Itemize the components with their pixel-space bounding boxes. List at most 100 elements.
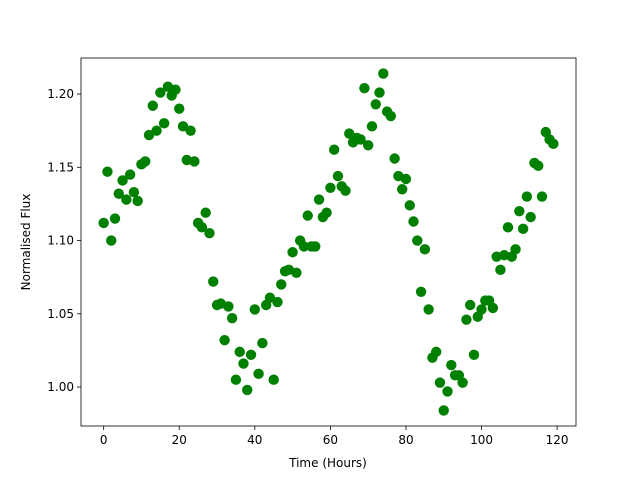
data-point (536, 191, 548, 202)
data-point (223, 301, 234, 312)
data-point (257, 337, 268, 349)
data-point (302, 210, 313, 221)
data-point (268, 374, 279, 385)
data-point (464, 299, 476, 311)
data-point (242, 384, 253, 396)
data-point (106, 235, 117, 246)
data-point (249, 304, 261, 315)
data-point (412, 235, 423, 246)
data-point (185, 125, 196, 136)
data-point (374, 87, 385, 98)
x-tick-label: 0 (100, 433, 108, 447)
data-point (325, 182, 336, 193)
data-point (514, 206, 525, 217)
data-point (102, 166, 113, 177)
data-point (124, 169, 136, 180)
data-point (487, 302, 499, 314)
data-point (298, 241, 310, 252)
data-point (155, 87, 166, 98)
data-point (340, 185, 351, 196)
data-point (408, 216, 419, 227)
data-point (366, 121, 378, 132)
data-point (434, 377, 446, 388)
x-axis-label: Time (Hours) (288, 456, 367, 470)
data-point (468, 349, 480, 361)
x-tick-label: 100 (470, 433, 493, 447)
y-tick-label: 1.05 (47, 307, 74, 321)
data-point (238, 358, 249, 369)
data-point (128, 186, 140, 198)
axes-frame (80, 57, 577, 427)
data-point (264, 292, 276, 303)
data-point (98, 217, 109, 229)
data-point (151, 125, 162, 136)
data-point (438, 405, 449, 416)
data-point (362, 140, 374, 151)
data-point (121, 194, 132, 205)
data-point (272, 296, 283, 308)
x-tick-label: 20 (172, 433, 187, 447)
data-point (502, 222, 514, 233)
data-point (396, 184, 408, 195)
data-point (200, 207, 211, 218)
y-tick-label: 1.15 (47, 160, 74, 174)
y-tick-label: 1.00 (47, 380, 74, 394)
data-point (276, 279, 287, 290)
data-point (400, 173, 412, 185)
data-point (495, 264, 506, 276)
data-point (253, 368, 264, 380)
data-point (174, 103, 185, 114)
data-point (385, 110, 397, 122)
data-point (423, 304, 434, 315)
data-point (177, 121, 189, 132)
data-point (310, 241, 321, 252)
data-point (419, 244, 431, 255)
data-point (245, 349, 257, 361)
data-point (208, 276, 219, 287)
data-point (476, 304, 487, 315)
data-point (548, 138, 559, 150)
data-point (287, 247, 298, 258)
x-tick-label: 120 (546, 433, 569, 447)
data-point (321, 207, 332, 218)
data-point (170, 84, 181, 95)
data-point (525, 211, 536, 223)
y-tick-label: 1.10 (47, 234, 74, 248)
data-point (204, 228, 215, 239)
data-point (510, 244, 521, 255)
data-point (461, 314, 472, 325)
data-point (196, 222, 208, 233)
data-point (147, 100, 158, 111)
data-point (332, 170, 344, 182)
x-tick-label: 60 (323, 433, 338, 447)
x-tick-label: 80 (398, 433, 413, 447)
data-point (378, 68, 389, 79)
data-point (521, 191, 533, 202)
data-point (132, 195, 143, 207)
data-point (370, 99, 381, 110)
data-point (143, 129, 155, 141)
data-point (389, 153, 400, 164)
data-point (219, 334, 230, 346)
data-point (355, 134, 366, 145)
data-point (517, 223, 529, 235)
data-point (234, 346, 245, 358)
data-point (446, 359, 457, 371)
data-point (404, 200, 415, 211)
data-point (140, 156, 151, 167)
data-point (313, 194, 325, 205)
data-point (457, 377, 468, 388)
data-point (344, 128, 355, 139)
data-point (117, 175, 128, 186)
data-point (359, 82, 370, 94)
data-point (442, 386, 453, 397)
data-point (113, 188, 124, 199)
y-tick-label: 1.20 (47, 87, 74, 101)
data-point (109, 213, 121, 224)
x-tick-label: 40 (247, 433, 262, 447)
data-point (533, 160, 544, 172)
data-point (415, 286, 427, 298)
data-point (430, 346, 442, 358)
